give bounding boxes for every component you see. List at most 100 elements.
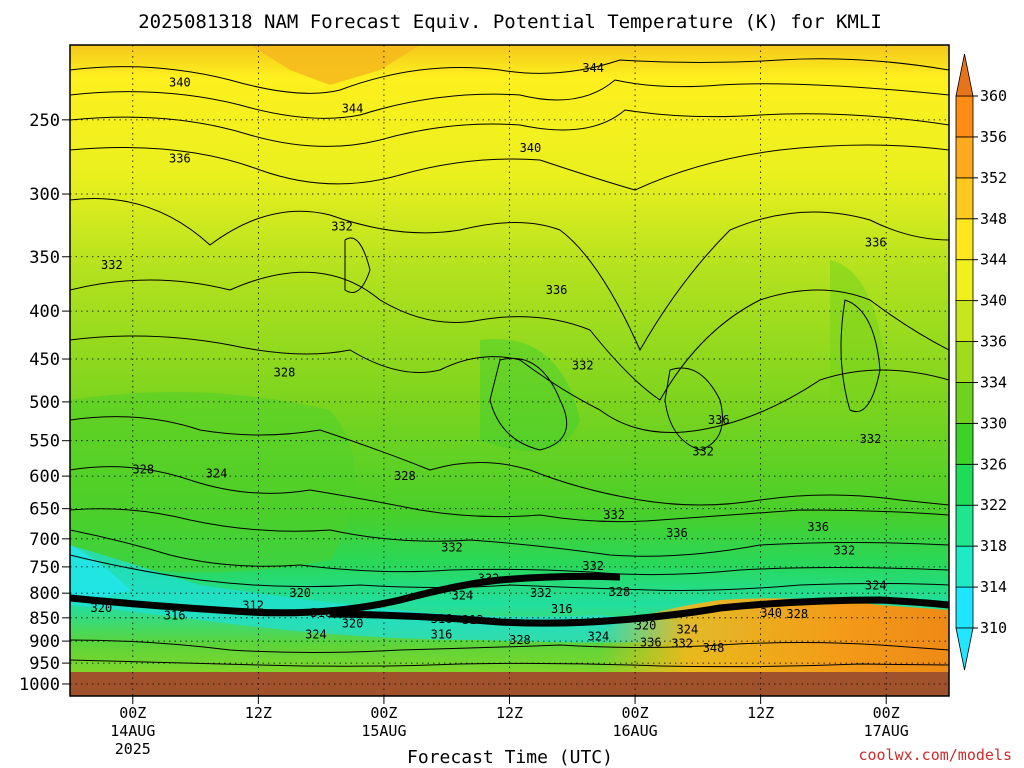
chart-title: 2025081318 NAM Forecast Equiv. Potential…	[138, 11, 882, 33]
contour-label: 328	[274, 365, 296, 379]
contour-label: 320	[635, 618, 657, 632]
cyan-layer	[70, 545, 749, 643]
y-tick-label: 900	[29, 632, 60, 652]
colorbar-segment	[955, 95, 974, 138]
colorbar-tick-label: 340	[980, 292, 1007, 310]
y-tick-label: 450	[29, 350, 60, 370]
contour-line	[70, 271, 949, 401]
colorbar-tick-label: 314	[980, 578, 1007, 596]
contour-label: 340	[760, 606, 782, 620]
contour-label: 336	[640, 635, 662, 649]
colorbar-tick-label: 344	[980, 251, 1007, 269]
contour-label: 324	[305, 627, 327, 641]
x-tick-label: 17AUG	[864, 722, 909, 740]
colorbar-segment	[955, 382, 974, 424]
contour-label: 312	[242, 599, 264, 613]
x-tick-label: 12Z	[245, 704, 272, 722]
colorbar-segment	[955, 504, 974, 547]
contour-label: 332	[331, 220, 353, 234]
x-tick-label: 15AUG	[361, 722, 406, 740]
colorbar-segment	[955, 136, 974, 179]
colorbar-tick-label: 336	[980, 333, 1007, 351]
contour-label: 320	[91, 601, 113, 615]
contour-label: 332	[603, 508, 625, 522]
contour-labels: 3403443443403363323323363363283323363323…	[91, 61, 887, 655]
contour-line	[70, 466, 949, 523]
contour-label: 332	[834, 543, 856, 557]
y-tick-label: 350	[29, 248, 60, 268]
contour-label: 328	[509, 633, 531, 647]
x-tick-label: 00Z	[119, 704, 146, 722]
credit-text[interactable]: coolwx.com/models	[858, 746, 1012, 764]
x-tick-label: 14AUG	[110, 722, 155, 740]
x-axis-label: Forecast Time (UTC)	[407, 747, 613, 768]
contour-label: 332	[671, 636, 693, 650]
contour-label: 336	[807, 520, 829, 534]
contour-line	[664, 367, 723, 451]
x-tick-label: 00Z	[622, 704, 649, 722]
green-patch-2	[480, 339, 580, 452]
colorbar-max-triangle	[955, 53, 974, 97]
colorbar-segment	[955, 300, 974, 342]
contour-label: 328	[132, 462, 154, 476]
colorbar-segment	[955, 218, 974, 261]
colorbar-segment	[955, 422, 974, 465]
grid	[70, 45, 949, 696]
y-tick-label: 400	[29, 302, 60, 322]
contour-label: 320	[289, 586, 311, 600]
contour-line	[840, 299, 881, 412]
x-tick-label: 2025	[115, 740, 151, 758]
colorbar-min-triangle	[955, 627, 974, 671]
contour-line	[70, 416, 949, 506]
colorbar-segment	[955, 463, 974, 506]
contour-label: 316	[310, 606, 332, 620]
contour-label: 328	[609, 585, 631, 599]
colorbar-segment	[955, 341, 974, 383]
contour-label: 332	[860, 432, 882, 446]
contour-label: 316	[551, 602, 573, 616]
contour-label: 336	[169, 152, 191, 166]
x-tick-label: 12Z	[747, 704, 774, 722]
contour-label: 348	[703, 641, 725, 655]
contour-label: 336	[708, 413, 730, 427]
contour-label: 312	[462, 613, 484, 627]
contour-line	[70, 508, 949, 557]
colorbar-tick-label: 318	[980, 537, 1007, 555]
contour-line	[344, 237, 371, 293]
y-tick-label: 750	[29, 558, 60, 578]
warm-cap-upper	[250, 45, 420, 85]
colorbar-tick-label: 352	[980, 169, 1007, 187]
colorbar-tick-label: 330	[980, 414, 1007, 432]
contour-line	[70, 529, 949, 576]
colorbar-segment	[955, 545, 974, 588]
contour-label: 332	[572, 358, 594, 372]
y-tick-label: 550	[29, 432, 60, 452]
colorbar-tick-label: 326	[980, 455, 1007, 473]
contour-label: 316	[431, 612, 453, 626]
contour-label: 328	[786, 607, 808, 621]
warm-low-east	[600, 598, 949, 672]
contour-line	[489, 357, 568, 451]
contour-label: 324	[588, 630, 610, 644]
colorbar-segment	[955, 259, 974, 302]
colorbar: 310 314 318 322 326 330 334 336 340 344 348 352 356 3…	[955, 53, 1007, 671]
contour-label: 332	[582, 559, 604, 573]
contour-label: 344	[342, 101, 364, 115]
contour-line	[70, 144, 949, 191]
x-tick-label: 12Z	[496, 704, 523, 722]
contour-label: 332	[101, 258, 123, 272]
colorbar-tick-label: 310	[980, 619, 1007, 637]
contour-label: 340	[169, 75, 191, 89]
colorbar-tick-label: 348	[980, 210, 1007, 228]
contour-label: 336	[546, 283, 568, 297]
y-tick-label: 800	[29, 584, 60, 604]
colorbar-tick-label: 360	[980, 87, 1007, 105]
y-axis: 250 300 350 400 450 500 550 600 650 700 750 800 850 9…	[19, 111, 70, 695]
colorbar-tick-label: 356	[980, 128, 1007, 146]
contour-label: 320	[342, 617, 364, 631]
frontal-band-1	[70, 572, 621, 617]
contour-label: 332	[441, 540, 463, 554]
y-tick-label: 1000	[19, 675, 60, 695]
